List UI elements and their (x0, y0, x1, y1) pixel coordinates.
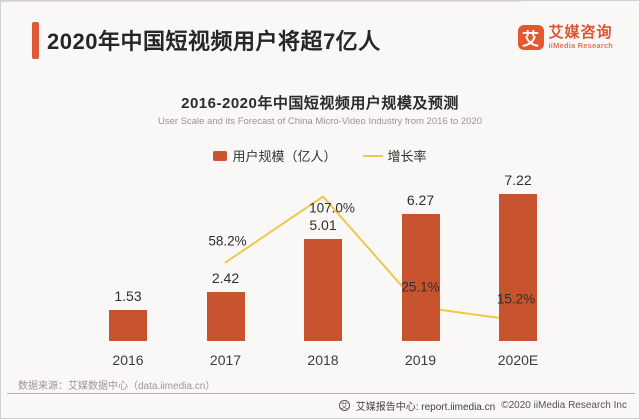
title-accent-bar (32, 22, 39, 59)
x-axis-line (1, 1, 521, 2)
growth-rate-label-2017: 58.2% (208, 233, 247, 249)
logo-name-cn: 艾媒咨询 (548, 24, 613, 41)
legend-label-bar-series: 用户规模（亿人） (232, 149, 337, 164)
bar-2020E (499, 194, 537, 341)
page-title: 2020年中国短视频用户将超7亿人 (47, 29, 381, 54)
x-tick-label-2019: 2019 (404, 352, 437, 368)
iimedia-logo-text: 艾媒咨询 iiMedia Research (548, 24, 613, 51)
legend-item-bar-series: 用户规模（亿人） (213, 146, 337, 165)
bar-value-label-2017: 2.42 (211, 269, 240, 286)
report-center-logo-icon: 艾 (338, 400, 350, 411)
growth-rate-label-2020E: 15.2% (496, 291, 536, 307)
x-tick-label-2020E: 2020E (497, 352, 539, 368)
copyright-text: ©2020 iiMedia Research Inc (501, 400, 627, 411)
legend-label-line-series: 增长率 (387, 149, 427, 164)
x-tick-label-2017: 2017 (209, 352, 242, 368)
chart-title: 2016-2020年中国短视频用户规模及预测 (181, 95, 459, 112)
bar-2016 (109, 309, 147, 341)
footer-report-info: 艾 艾媒报告中心: report.iimedia.cn ©2020 iiMedi… (338, 398, 627, 413)
x-tick-label-2018: 2018 (307, 352, 339, 368)
bar-2019 (401, 213, 440, 341)
bar-series-swatch-icon (213, 150, 228, 161)
legend-item-line-series: 增长率 (362, 146, 427, 165)
bar-value-label-2018: 5.01 (309, 217, 337, 234)
growth-rate-label-2018: 107.0% (309, 200, 355, 216)
bar-2017 (206, 291, 245, 341)
chart-subtitle: User Scale and its Forecast of China Mic… (157, 116, 483, 127)
growth-rate-label-2019: 25.1% (401, 279, 440, 295)
bar-value-label-2016: 1.53 (114, 287, 142, 304)
report-center-text: 艾媒报告中心: report.iimedia.cn (355, 402, 496, 413)
iimedia-logo-icon: 艾 (517, 25, 544, 50)
iimedia-logo: 艾 艾媒咨询 iiMedia Research (517, 24, 613, 51)
data-source-note: 数据来源：艾媒数据中心（data.iimedia.cn） (18, 381, 216, 392)
bar-2018 (304, 239, 342, 341)
footer-divider (7, 393, 635, 394)
bar-value-label-2019: 6.27 (406, 191, 435, 208)
x-tick-label-2016: 2016 (112, 352, 144, 368)
chart-legend: 用户规模（亿人） 增长率 (1, 146, 639, 165)
logo-name-en: iiMedia Research (548, 41, 613, 50)
line-series-swatch-icon (362, 154, 383, 157)
bar-value-label-2020E: 7.22 (504, 172, 532, 189)
